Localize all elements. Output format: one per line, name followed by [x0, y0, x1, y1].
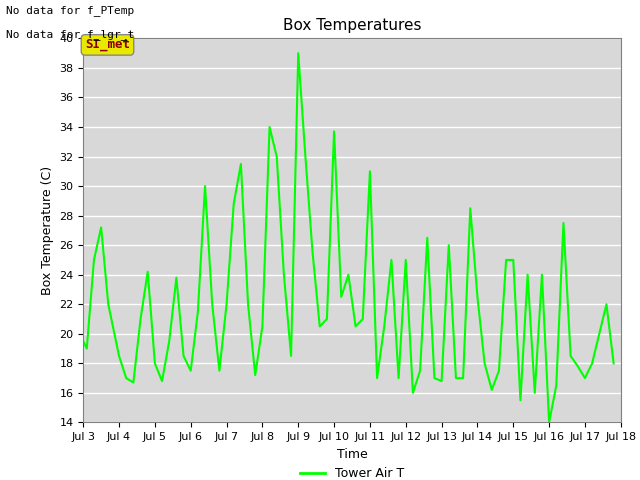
Text: No data for f_PTemp: No data for f_PTemp — [6, 5, 134, 16]
Title: Box Temperatures: Box Temperatures — [283, 18, 421, 33]
Y-axis label: Box Temperature (C): Box Temperature (C) — [41, 166, 54, 295]
Text: No data for f_lgr_t: No data for f_lgr_t — [6, 29, 134, 40]
Legend: Tower Air T: Tower Air T — [295, 462, 409, 480]
Text: SI_met: SI_met — [85, 38, 130, 51]
X-axis label: Time: Time — [337, 448, 367, 461]
